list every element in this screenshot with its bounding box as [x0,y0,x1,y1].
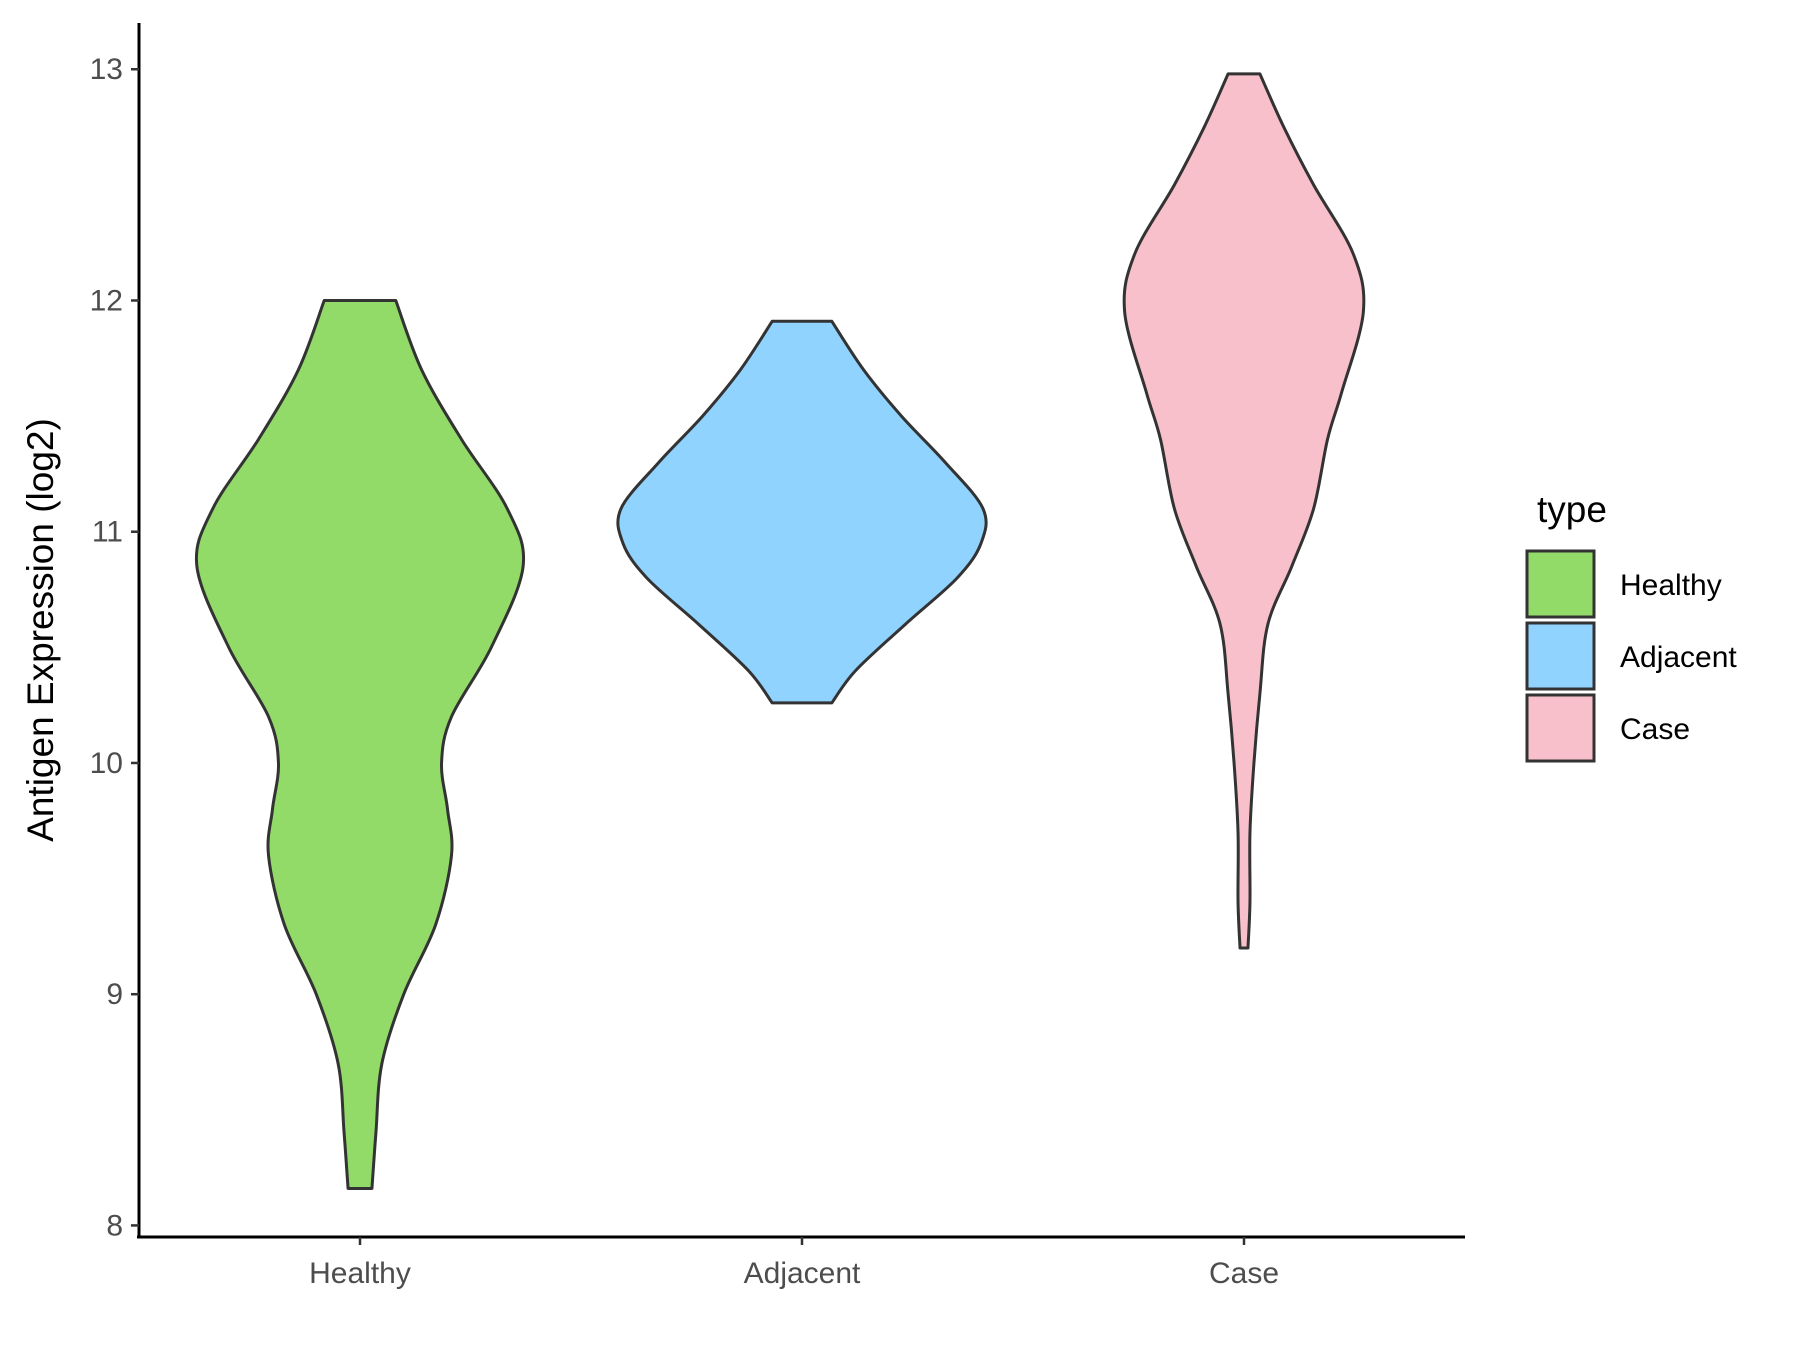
y-tick-label: 11 [92,516,123,549]
x-tick-label: Adjacent [744,1257,861,1290]
violin-healthy [194,298,526,1190]
y-tick-label: 9 [106,978,123,1011]
violin-case [1122,72,1366,950]
y-axis-title: Antigen Expression (log2) [20,418,61,842]
y-tick-label: 10 [90,747,123,780]
y-tick-label: 8 [106,1209,123,1242]
plot-area [194,72,1366,1190]
legend-key-adjacent [1525,621,1596,691]
x-axis-ticks: Healthy Adjacent Case [309,1237,1279,1290]
legend-label-healthy: Healthy [1620,569,1722,602]
legend-key-case [1525,693,1596,763]
legend-title: type [1537,489,1607,530]
x-tick-label: Case [1209,1257,1279,1290]
y-tick-label: 13 [90,53,123,86]
legend-label-case: Case [1620,713,1690,746]
legend-key-healthy [1525,549,1596,619]
legend: type Healthy Adjacent Case [1525,489,1737,763]
y-axis-ticks: 8 9 10 11 12 13 [90,53,139,1242]
x-tick-label: Healthy [309,1257,411,1290]
y-tick-label: 12 [90,284,123,317]
violin-adjacent [616,319,988,705]
legend-label-adjacent: Adjacent [1620,641,1737,674]
